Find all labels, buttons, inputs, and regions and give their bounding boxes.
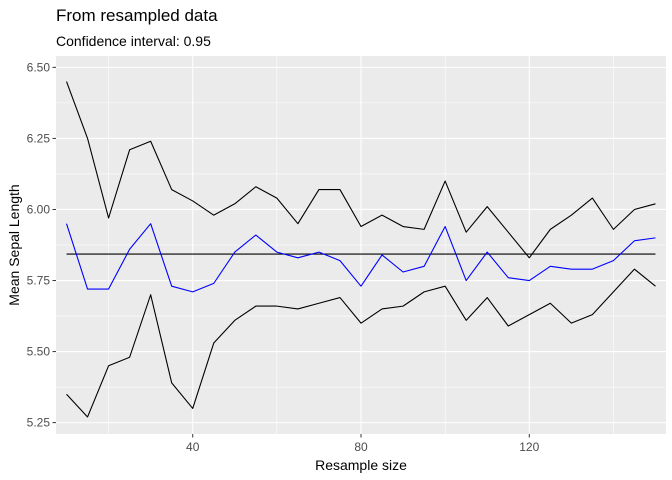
chart-title: From resampled data — [56, 6, 218, 25]
x-tick-label: 40 — [186, 440, 200, 454]
y-tick-label: 5.50 — [27, 345, 51, 359]
y-tick-label: 6.50 — [27, 60, 51, 74]
y-tick-label: 5.25 — [27, 416, 51, 430]
axes: 40 80 120 5.25 5.50 5.75 6.00 6.25 6.50 — [27, 60, 540, 454]
y-tick-label: 6.00 — [27, 202, 51, 216]
y-tick-label: 5.75 — [27, 274, 51, 288]
major-gridlines — [56, 56, 666, 434]
series-lines — [65, 81, 656, 418]
x-axis-title: Resample size — [315, 457, 407, 473]
x-tick-label: 120 — [519, 440, 539, 454]
y-axis-title: Mean Sepal Length — [6, 184, 22, 305]
lower-bound-line — [66, 268, 656, 418]
y-tick-label: 6.25 — [27, 131, 51, 145]
resampled-mean-line — [65, 223, 656, 293]
upper-bound-line — [66, 81, 656, 259]
x-tick-label: 80 — [354, 440, 368, 454]
chart-subtitle: Confidence interval: 0.95 — [56, 33, 211, 49]
